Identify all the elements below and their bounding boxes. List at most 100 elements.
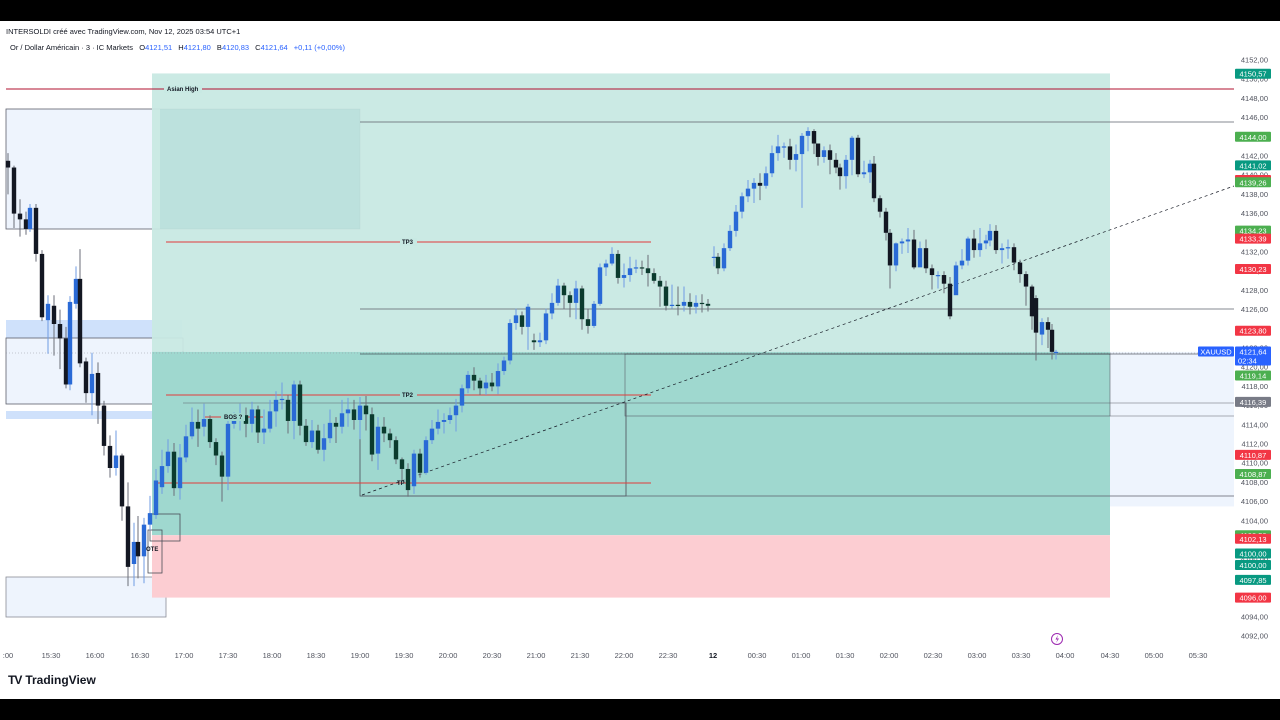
- price-label: 4133,39: [1235, 233, 1271, 244]
- candle: [591, 300, 597, 328]
- candle: [657, 276, 663, 307]
- price-tick: 4128,00: [1241, 286, 1268, 295]
- candle: [965, 236, 971, 266]
- candle: [447, 407, 453, 424]
- candle: [929, 264, 935, 290]
- price-label: 4123,80: [1235, 325, 1271, 336]
- low-label: B: [216, 43, 222, 52]
- candle: [1045, 317, 1051, 348]
- candle: [513, 308, 519, 330]
- candle: [775, 134, 781, 161]
- candle: [887, 228, 893, 289]
- drawing-lines: [6, 88, 1235, 497]
- candle: [291, 380, 297, 440]
- svg-text:4150,57: 4150,57: [1239, 70, 1266, 79]
- symbol-legend[interactable]: Or / Dollar Américain · 3 · IC Markets O…: [10, 43, 345, 52]
- price-chart[interactable]: Asian High TP3 TP2 TP BOS ? OTE 4152,00 4150,0…: [0, 21, 1280, 699]
- tradingview-logo[interactable]: TV TradingView: [8, 673, 96, 687]
- candle: [983, 234, 989, 250]
- candle: [321, 423, 327, 462]
- candle: [435, 409, 441, 435]
- candle: [971, 229, 977, 258]
- candle: [465, 371, 471, 394]
- candle: [585, 308, 591, 334]
- candle: [119, 453, 125, 521]
- candle: [1005, 239, 1011, 259]
- candle: [125, 482, 131, 587]
- candle: [1029, 284, 1035, 330]
- candle: [399, 457, 405, 481]
- candle: [177, 444, 183, 500]
- candle: [477, 377, 483, 396]
- candle: [39, 250, 45, 322]
- time-tick: 20:00: [439, 651, 458, 660]
- candle: [1049, 324, 1055, 360]
- long-position-profit-zone[interactable]: [152, 351, 1110, 536]
- price-label: 4116,39: [1235, 396, 1271, 407]
- price-label: 4130,23: [1235, 263, 1271, 274]
- candle: [917, 241, 923, 268]
- svg-text:4102,13: 4102,13: [1239, 535, 1266, 544]
- price-tick: 4142,00: [1241, 152, 1268, 161]
- candle: [489, 372, 495, 392]
- long-position-stop-zone[interactable]: [152, 535, 1110, 598]
- price-tick: 4148,00: [1241, 94, 1268, 103]
- time-axis[interactable]: :00 15:30 16:00 16:30 17:00 17:30 18:00 18:30 19…: [3, 651, 1208, 660]
- candle: [135, 516, 141, 579]
- svg-text:4134,23: 4134,23: [1239, 227, 1266, 236]
- candle: [999, 243, 1005, 264]
- candle: [113, 430, 119, 476]
- candle: [77, 249, 83, 368]
- candle: [255, 405, 261, 444]
- change-value: +0,11 (+0,00%): [293, 43, 345, 52]
- candle: [525, 303, 531, 350]
- candle: [357, 396, 363, 440]
- candle: [101, 400, 107, 456]
- candle: [621, 263, 627, 288]
- candle: [861, 160, 867, 179]
- candle: [1011, 243, 1017, 271]
- candle: [923, 239, 929, 274]
- candle: [953, 261, 959, 296]
- candle: [63, 326, 69, 389]
- candle: [57, 309, 63, 370]
- price-label: 4108,87: [1235, 469, 1271, 480]
- annotations: Asian High TP3 TP2 TP BOS ? OTE: [146, 85, 417, 553]
- candle: [159, 449, 165, 494]
- candle: [739, 192, 745, 219]
- time-tick: 19:30: [395, 651, 414, 660]
- candle: [727, 225, 733, 252]
- candle: [987, 224, 993, 247]
- price-tick: 4152,00: [1241, 56, 1268, 65]
- candle: [947, 276, 953, 320]
- candle: [855, 134, 861, 178]
- time-tick: 02:30: [924, 651, 943, 660]
- price-axis[interactable]: 4152,00 4150,00 4148,00 4146,00 4144,00 4142,…: [1198, 36, 1280, 646]
- candle: [837, 163, 843, 190]
- candle: [567, 291, 573, 318]
- candle: [781, 142, 787, 158]
- alert-lightning-icon[interactable]: [1051, 633, 1063, 645]
- svg-text:4144,00: 4144,00: [1239, 133, 1266, 142]
- price-label: 4110,87: [1235, 449, 1271, 460]
- author-credit: INTERSOLDI créé avec TradingView.com, No…: [6, 27, 241, 36]
- candle: [345, 397, 351, 427]
- price-label: 4097,85: [1235, 574, 1271, 585]
- price-label: 4141,02: [1235, 160, 1271, 171]
- candle: [351, 399, 357, 430]
- bos-label: BOS ?: [224, 415, 243, 421]
- candle: [681, 286, 687, 312]
- candle: [95, 362, 101, 424]
- candle: [663, 280, 669, 311]
- candle: [51, 295, 57, 356]
- candle: [543, 308, 549, 345]
- time-tick: 16:30: [131, 651, 150, 660]
- price-label: 4139,26: [1235, 177, 1271, 188]
- candle: [993, 225, 999, 254]
- price-tick: 4132,00: [1241, 248, 1268, 257]
- fvg-zone-1: [6, 320, 182, 338]
- high-label: H: [178, 43, 184, 52]
- price-label: 4100,00: [1235, 548, 1271, 559]
- candle: [959, 249, 965, 270]
- trendline-dashed[interactable]: [361, 185, 1235, 496]
